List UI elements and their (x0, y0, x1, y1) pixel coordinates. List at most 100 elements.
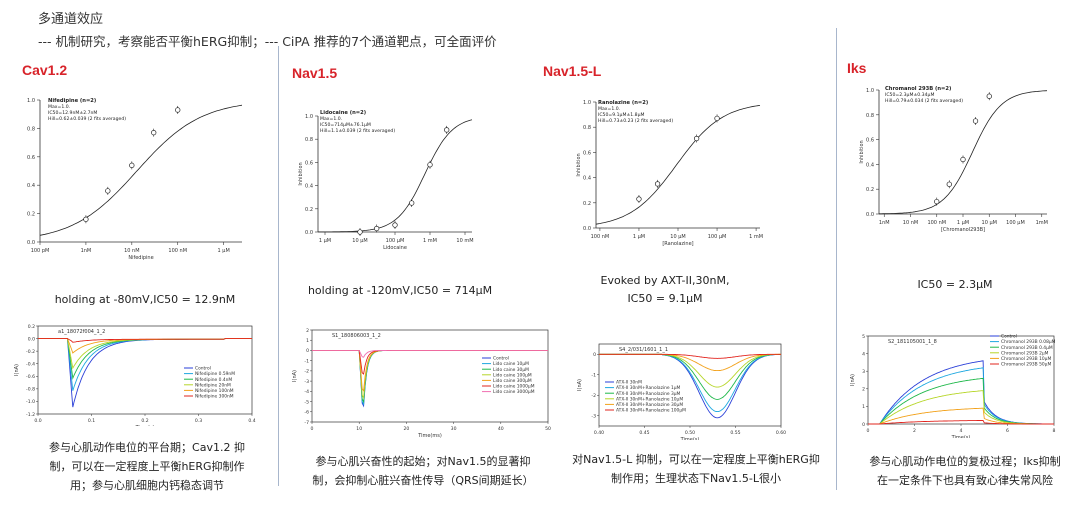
current-trace (38, 338, 252, 343)
dose-response-chart-cav12: 0.0 0.2 0.4 0.6 0.8 1.0 100 pM 1nM 10 nM 100 nM 1 … (27, 98, 243, 261)
y-tick-label: 0.6 (583, 150, 591, 156)
description-cav12: 参与心肌动作电位的平台期；Cav1.2 抑 制，可以在一定程度上平衡hERG抑制… (22, 438, 272, 495)
x-axis-label: [Ranolazine] (662, 241, 693, 247)
y-tick-label: 0.8 (583, 125, 591, 131)
y-axis-label: I(nA) (292, 370, 298, 382)
y-tick-label: -2 (304, 369, 309, 375)
fit-legend-line: IC50=714μM±76.1μM (320, 122, 371, 128)
description-line: 参与心肌兴奋性的起始；对Nav1.5的显著抑 (315, 455, 531, 468)
hill-fit-curve (879, 90, 1048, 215)
y-tick-label: 0.4 (27, 183, 35, 189)
x-tick-label: 6 (1006, 428, 1009, 434)
x-axis-label: Time(s) (680, 437, 700, 440)
data-point (175, 107, 181, 113)
x-tick-label: 4 (960, 428, 963, 434)
y-tick-label: 0 (593, 352, 596, 358)
y-tick-label: 0.2 (28, 324, 35, 330)
legend-label: Nifedipine 300nM (195, 394, 234, 400)
trace-title: a1_18072f004_1_2 (58, 329, 105, 335)
fit-legend-line: Max=1.0. (320, 116, 342, 122)
y-tick-label: -1.2 (26, 412, 35, 418)
legend-label: Nifedipine 0.59nM (195, 371, 235, 377)
panel-divider (278, 46, 279, 486)
dose-response-chart-nav15l: 0.0 0.2 0.4 0.6 0.8 1.0 100 nM 1 μM 10 μM 100 μM 1… (576, 100, 763, 247)
y-tick-label: 0.0 (866, 212, 874, 218)
x-tick-label: 1 μM (319, 238, 331, 244)
x-tick-label: 0.0 (34, 418, 41, 424)
x-tick-label: 10 nM (124, 248, 139, 254)
x-tick-label: 10 nM (903, 220, 918, 226)
x-axis-label: Time(s) (951, 435, 971, 438)
y-tick-label: 0.8 (305, 137, 313, 143)
fit-legend-line: Lidocaine (n=2) (320, 110, 366, 116)
y-tick-label: -7 (304, 420, 309, 426)
data-point (409, 200, 415, 206)
page-subtitle: --- 机制研究，考察能否平衡hERG抑制；--- CiPA 推荐的7个通道靶点… (38, 34, 497, 49)
x-tick-label: 1 μM (957, 220, 969, 226)
data-point (972, 118, 979, 124)
y-tick-label: 3 (862, 369, 865, 375)
x-tick-label: 100 nM (168, 248, 187, 254)
description-line: 制，可以在一定程度上平衡hERG抑制作 (49, 460, 245, 473)
x-tick-label: 10 mM (456, 238, 473, 244)
description-line: 参与心肌动作电位的复极过程；Iks抑制 (869, 455, 1061, 468)
description-nav15l: 对Nav1.5-L 抑制，可以在一定程度上平衡hERG抑 制作用；生理状态下Na… (562, 450, 830, 488)
fit-legend-line: Hill=0.62±0.039 (2 fits averaged) (48, 116, 126, 122)
current-trace (868, 420, 1054, 425)
y-tick-label: 4 (862, 351, 865, 357)
x-tick-label: 0.45 (639, 430, 649, 436)
trace-title: S4_2/031/1601_1_1 (619, 347, 668, 353)
y-tick-label: 2 (306, 328, 309, 334)
y-axis-label: Inhibition (859, 140, 865, 163)
x-tick-label: 0.60 (776, 430, 786, 436)
legend-label: Nifedipine 100nM (195, 388, 234, 394)
x-tick-label: 20 (403, 426, 409, 432)
x-tick-label: 100 nM (927, 220, 946, 226)
y-tick-label: -1 (304, 358, 309, 364)
current-trace-chart-nav15l: S4_2/031/1601_1_1 0 -1 -2 -3 0.40 0.45 0.50 0.55… (577, 343, 786, 440)
y-axis-label: I(nA) (850, 374, 856, 386)
caption-line: IC50 = 9.1μM (627, 292, 703, 305)
y-tick-label: 0.2 (305, 207, 313, 213)
x-tick-label: 0.50 (685, 430, 695, 436)
data-point (427, 162, 433, 168)
x-tick-label: 10 μM (352, 238, 367, 244)
fit-legend-line: IC50=9.1μM±1.8μM (598, 112, 645, 118)
legend-label: Control (195, 366, 211, 372)
data-point (357, 229, 363, 235)
y-tick-label: -1 (591, 373, 596, 379)
x-tick-label: 8 (1053, 428, 1056, 434)
x-axis-label: Time(s) (135, 425, 155, 426)
current-trace (868, 407, 1054, 425)
legend-label: Chromanol 293B 0.4μM (1001, 345, 1053, 351)
x-tick-label: 100 pM (31, 248, 50, 254)
x-tick-label: 0 (311, 426, 314, 432)
x-axis-label: Lidocaine (383, 245, 407, 251)
x-tick-label: 1nM (879, 220, 890, 226)
x-tick-label: 100 μM (1006, 220, 1025, 226)
panel-title-cav12: Cav1.2 (22, 62, 68, 78)
y-tick-label: 0.4 (866, 162, 874, 168)
y-tick-label: 1.0 (866, 88, 874, 94)
caption-cav12: holding at -80mV,IC50 = 12.9nM (20, 291, 270, 309)
fit-legend-line: Hill=1.1±0.039 (2 fits averaged) (320, 128, 395, 134)
y-tick-label: -0.4 (26, 362, 35, 368)
x-tick-label: 50 (545, 426, 551, 432)
y-axis-label: Inhibition (576, 153, 582, 176)
x-tick-label: 2 (913, 428, 916, 434)
x-tick-label: 1 μM (218, 248, 230, 254)
legend-label: Control (493, 356, 509, 362)
x-tick-label: 1 μM (633, 234, 645, 240)
data-point (392, 222, 398, 228)
page-title: 多通道效应 (38, 12, 104, 27)
panel-title-nav15l: Nav1.5-L (543, 63, 602, 79)
y-tick-label: -1.0 (26, 399, 35, 405)
legend-label: Chromanol 293B 0.08μM (1001, 339, 1056, 345)
current-trace-chart-cav12: a1_18072f004_1_2 0.2 0.0 -0.2 -0.4 -0.6 -0.8 -1… (14, 324, 256, 426)
x-tick-label: 1mM (1036, 220, 1048, 226)
caption-line: IC50 = 2.3μM (917, 278, 993, 291)
x-axis-label: Time(ms) (417, 433, 442, 439)
x-tick-label: 10 (356, 426, 362, 432)
y-tick-label: 5 (862, 334, 865, 340)
y-tick-label: 0 (306, 348, 309, 354)
